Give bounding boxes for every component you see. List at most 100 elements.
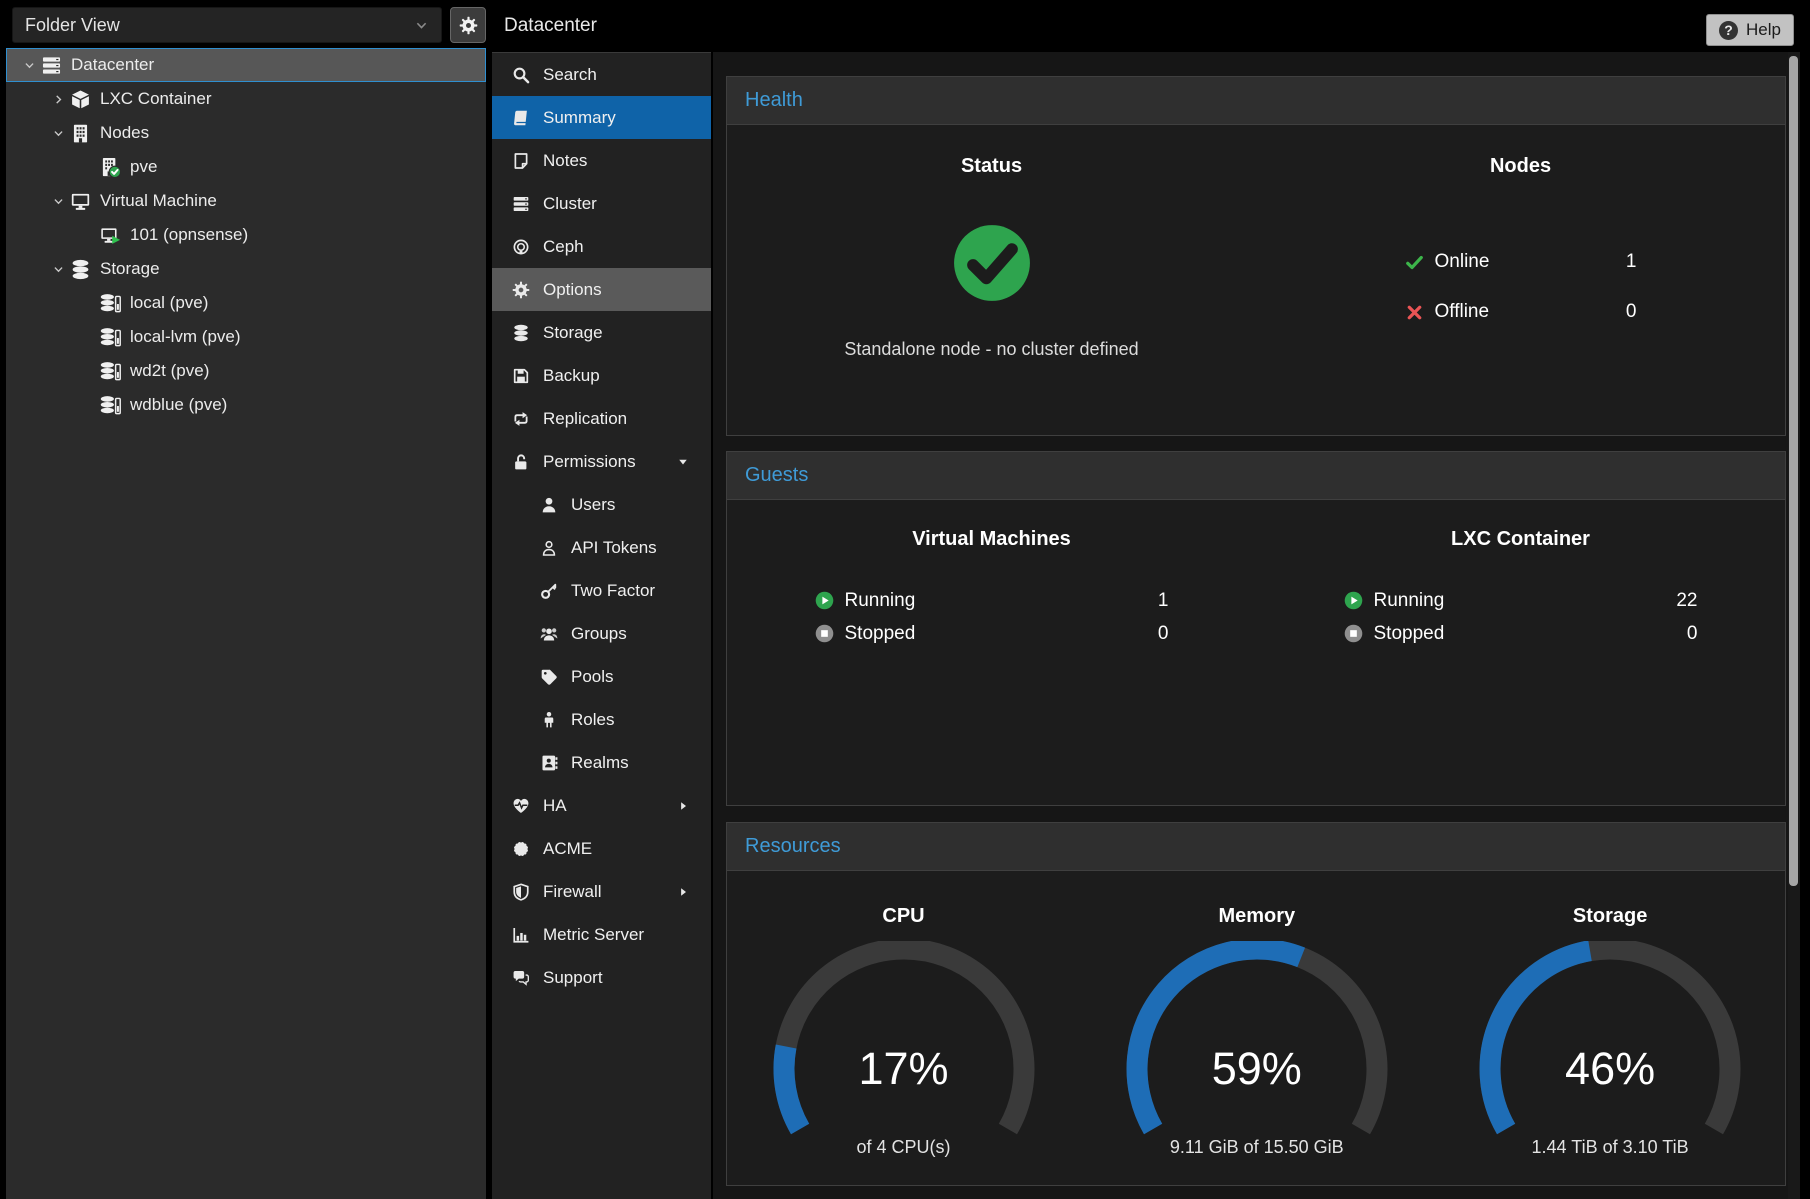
nav-item-label: Groups (571, 623, 627, 643)
cluster-status-text: Standalone node - no cluster defined (844, 339, 1139, 359)
nav-item-cluster[interactable]: Cluster (492, 182, 711, 225)
health-panel: Health Status Standalone node - no clust… (726, 76, 1786, 436)
nav-item-label: API Tokens (571, 537, 657, 557)
retweet-icon (514, 411, 528, 426)
gauge-percent: 46% (1565, 1043, 1656, 1094)
nodes-rows: Online 1 Offline 0 (1405, 237, 1637, 337)
nav-item-label: Realms (571, 752, 629, 772)
nav-item-replication[interactable]: Replication (492, 397, 711, 440)
tree-item-storage[interactable]: Storage (6, 252, 486, 286)
caret-right-icon (677, 800, 689, 812)
guests-column-heading: LXC Container (1451, 528, 1590, 550)
tree-item-local-pve[interactable]: local (pve) (6, 286, 486, 320)
nav-item-storage[interactable]: Storage (492, 311, 711, 354)
scrollbar-thumb[interactable] (1789, 56, 1798, 886)
resource-tree: Datacenter LXC Container Nodes pve Virtual M… (6, 48, 486, 1199)
health-nodes-column: Nodes Online 1 Offline 0 (1256, 125, 1785, 436)
nav-item-search[interactable]: Search (492, 53, 711, 96)
nav-item-label: Summary (543, 107, 616, 127)
nav-item-firewall[interactable]: Firewall (492, 870, 711, 913)
gauge-title: CPU (882, 905, 925, 927)
gauge-title: Storage (1572, 905, 1648, 927)
check-icon (1405, 255, 1423, 269)
tree-item-lxc-container[interactable]: LXC Container (6, 82, 486, 116)
node-status-label: Online (1434, 251, 1490, 272)
view-mode-select[interactable]: Folder View (12, 7, 442, 43)
nav-item-ha[interactable]: HA (492, 784, 711, 827)
page-title: Datacenter (504, 15, 597, 36)
expander-open-icon[interactable] (48, 195, 68, 208)
resource-gauge-cpu: CPU 17% of 4 CPU(s) (727, 871, 1080, 1186)
nav-item-groups[interactable]: Groups (492, 612, 711, 655)
node-status-value: 0 (1625, 301, 1637, 322)
chevron-down-icon (414, 18, 429, 33)
nodes-heading: Nodes (1489, 155, 1552, 177)
tree-item-wd2t-pve[interactable]: wd2t (pve) (6, 354, 486, 388)
tree-item-label: Storage (100, 259, 160, 278)
status-heading: Status (960, 155, 1023, 177)
expander-open-icon[interactable] (48, 263, 68, 276)
nav-item-two-factor[interactable]: Two Factor (492, 569, 711, 612)
check-circle-icon (953, 225, 1030, 301)
tree-item-wdblue-pve[interactable]: wdblue (pve) (6, 388, 486, 422)
tree-item-nodes[interactable]: Nodes (6, 116, 486, 150)
expander-open-icon[interactable] (19, 59, 39, 72)
tree-item-pve[interactable]: pve (6, 150, 486, 184)
tree-item-label: Nodes (100, 123, 150, 142)
guests-panel: Guests Virtual Machines Running 1 Stopped 0 L… (726, 451, 1786, 806)
nav-item-pools[interactable]: Pools (492, 655, 711, 698)
stop-circle-icon (1344, 624, 1362, 643)
question-icon: ? (1719, 20, 1739, 40)
gauge-arc-svg (1126, 941, 1388, 1135)
tree-item-virtual-machine[interactable]: Virtual Machine (6, 184, 486, 218)
nav-item-acme[interactable]: ACME (492, 827, 711, 870)
storage-item-icon (100, 293, 121, 312)
expander-open-icon (53, 198, 63, 204)
tree-item-101-opnsense[interactable]: 101 (opnsense) (6, 218, 486, 252)
nav-item-metric-server[interactable]: Metric Server (492, 913, 711, 956)
node-status-row-offline: Offline 0 (1405, 287, 1637, 337)
expander-open-icon (53, 130, 63, 136)
tree-item-label: Virtual Machine (100, 191, 217, 210)
nav-item-backup[interactable]: Backup (492, 354, 711, 397)
node-status-value: 1 (1625, 251, 1637, 272)
nav-item-permissions[interactable]: Permissions (492, 440, 711, 483)
tree-settings-button[interactable] (450, 7, 486, 43)
status-ok-indicator (951, 222, 1033, 304)
nav-item-ceph[interactable]: Ceph (492, 225, 711, 268)
nav-item-summary[interactable]: Summary (492, 96, 711, 139)
tree-item-datacenter[interactable]: Datacenter (6, 48, 486, 82)
guest-status-value: 0 (1157, 622, 1169, 644)
cross-icon (1407, 305, 1421, 319)
play-circle-icon (1344, 591, 1362, 610)
gauge-title: Memory (1218, 905, 1296, 927)
scrollbar (1788, 52, 1800, 1199)
expander-open-icon (53, 266, 63, 272)
tree-item-label: wdblue (pve) (130, 395, 228, 414)
node-status-label: Offline (1434, 301, 1490, 322)
caret-right-icon (677, 886, 689, 898)
nav-item-label: Cluster (543, 193, 597, 213)
database-icon (72, 259, 89, 279)
view-mode-label: Folder View (25, 14, 120, 35)
help-button[interactable]: ? Help (1706, 14, 1794, 46)
guests-panel-body: Virtual Machines Running 1 Stopped 0 LXC Cont… (727, 500, 1785, 806)
tree-item-local-lvm-pve[interactable]: local-lvm (pve) (6, 320, 486, 354)
stop-circle-icon (815, 624, 833, 643)
health-panel-header: Health (727, 77, 1785, 125)
expander-closed-icon (55, 94, 61, 104)
nav-menu: Search Summary Notes Cluster Ceph Options Stor… (492, 52, 711, 1199)
expander-closed-icon[interactable] (48, 93, 68, 106)
gauge-arc (1107, 941, 1407, 1161)
play-circle-icon (815, 591, 833, 610)
nav-item-realms[interactable]: Realms (492, 741, 711, 784)
nav-item-roles[interactable]: Roles (492, 698, 711, 741)
nav-item-options[interactable]: Options (492, 268, 711, 311)
nav-item-users[interactable]: Users (492, 483, 711, 526)
expander-open-icon[interactable] (48, 127, 68, 140)
nav-item-notes[interactable]: Notes (492, 139, 711, 182)
book-icon (514, 110, 527, 125)
nav-item-support[interactable]: Support (492, 956, 711, 999)
nav-item-api-tokens[interactable]: API Tokens (492, 526, 711, 569)
